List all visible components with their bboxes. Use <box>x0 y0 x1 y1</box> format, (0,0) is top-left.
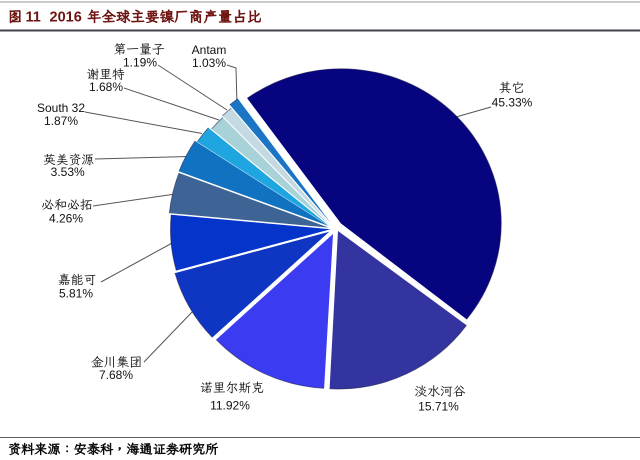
svg-text:15.71%: 15.71% <box>418 400 459 414</box>
svg-text:11.92%: 11.92% <box>210 399 250 413</box>
svg-text:5.81%: 5.81% <box>59 287 93 301</box>
svg-text:11: 11 <box>26 10 41 26</box>
svg-text:1.19%: 1.19% <box>123 56 157 70</box>
svg-text:1.68%: 1.68% <box>89 80 123 94</box>
svg-text:4.26%: 4.26% <box>49 212 83 226</box>
svg-text:2016: 2016 <box>50 10 82 26</box>
svg-text:3.53%: 3.53% <box>51 165 85 179</box>
svg-text:South 32: South 32 <box>37 101 85 115</box>
svg-text:45.33%: 45.33% <box>492 96 533 110</box>
svg-text:7.68%: 7.68% <box>99 368 133 382</box>
svg-text:1.03%: 1.03% <box>192 56 226 70</box>
svg-text:1.87%: 1.87% <box>44 114 78 128</box>
svg-text:Antam: Antam <box>192 43 227 57</box>
